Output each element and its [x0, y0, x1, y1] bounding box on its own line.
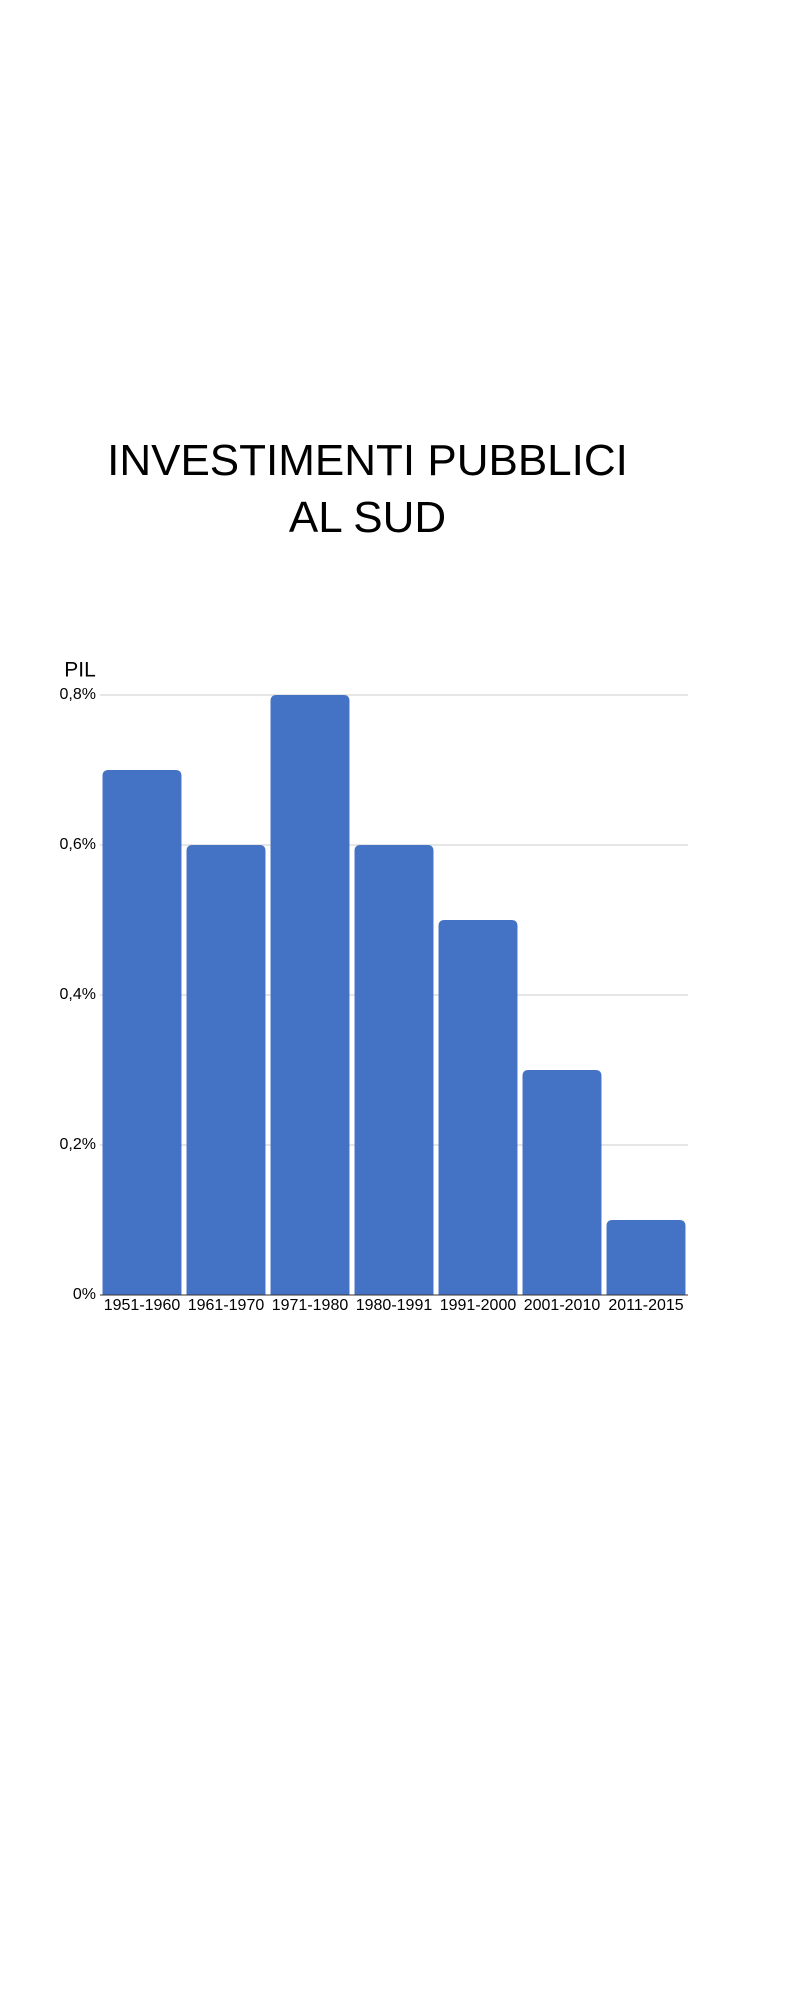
bar: [102, 770, 182, 1295]
bar: [270, 695, 350, 1295]
bar: [522, 1070, 602, 1295]
x-tick-label: 1951-1960: [104, 1297, 181, 1314]
x-tick-label: 2001-2010: [524, 1297, 601, 1314]
y-tick-label: 0,2%: [60, 1136, 96, 1153]
bar: [354, 845, 434, 1295]
x-tick-label: 1961-1970: [188, 1297, 265, 1314]
y-tick-label: 0,6%: [60, 836, 96, 853]
x-tick-label: 1971-1980: [272, 1297, 349, 1314]
x-tick-label: 1991-2000: [440, 1297, 517, 1314]
y-tick-label: 0%: [73, 1286, 96, 1303]
chart-title: INVESTIMENTI PUBBLICI AL SUD: [107, 436, 628, 542]
bar: [186, 845, 266, 1295]
bar: [606, 1220, 686, 1295]
bar: [438, 920, 518, 1295]
y-tick-label: 0,8%: [60, 686, 96, 703]
y-axis-label: PIL: [64, 659, 96, 682]
x-tick-label: 2011-2015: [608, 1297, 683, 1314]
y-tick-label: 0,4%: [60, 986, 96, 1003]
x-tick-label: 1980-1991: [356, 1297, 433, 1314]
